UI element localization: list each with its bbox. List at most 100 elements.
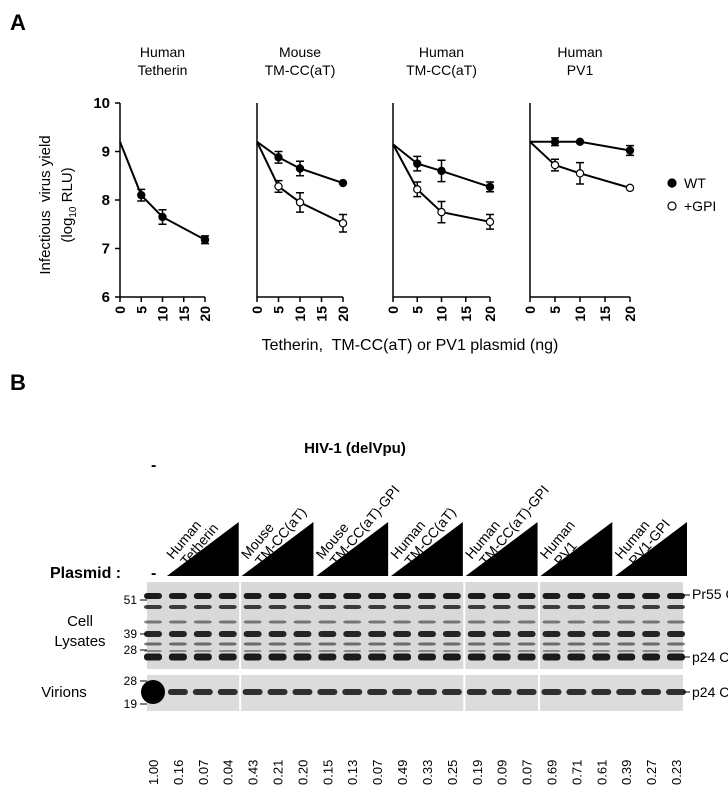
band <box>268 593 287 599</box>
band-label: p24 CA <box>692 684 728 700</box>
plasmid-label: Plasmid : <box>50 565 121 582</box>
marker <box>295 198 305 207</box>
band <box>343 631 362 637</box>
band <box>592 653 611 661</box>
band-label: Pr55 Gag <box>692 586 728 602</box>
band <box>318 605 337 609</box>
quantification: 0.49 <box>395 760 410 785</box>
band <box>144 631 162 637</box>
band <box>193 642 212 646</box>
quantification: 0.13 <box>345 760 360 785</box>
marker <box>625 146 635 155</box>
band <box>343 650 362 652</box>
x-tick-label: 15 <box>314 306 330 322</box>
band <box>542 605 561 609</box>
band <box>242 689 263 695</box>
band <box>617 593 636 599</box>
band <box>168 620 187 624</box>
marker <box>158 212 167 222</box>
chart-title: Mouse <box>279 44 321 60</box>
band <box>642 642 661 646</box>
band <box>617 631 636 637</box>
band <box>193 631 212 637</box>
band <box>492 620 511 624</box>
band <box>318 642 337 646</box>
legend-marker <box>667 201 677 211</box>
quantification: 0.69 <box>544 760 559 785</box>
mw-marker: 28 <box>124 643 138 657</box>
band <box>417 642 436 646</box>
quantification: 0.16 <box>171 760 186 785</box>
band <box>218 593 237 599</box>
band <box>542 593 561 599</box>
y-axis-label-sub: 10 <box>68 206 79 218</box>
quantification: 1.00 <box>146 760 161 785</box>
band <box>293 593 312 599</box>
band <box>318 650 337 652</box>
band <box>144 642 162 646</box>
legend-entry: WT <box>684 175 706 191</box>
x-tick-label: 10 <box>572 306 588 322</box>
band <box>218 620 237 624</box>
band <box>442 605 461 609</box>
lane-separator <box>239 582 242 711</box>
band <box>141 680 165 704</box>
marker <box>550 160 560 170</box>
quantification: 0.33 <box>420 760 435 785</box>
marker <box>413 159 422 168</box>
band <box>393 653 412 661</box>
y-axis-label: Infectious virus yield <box>37 135 54 274</box>
y-axis-label: (log10 RLU) <box>59 167 79 242</box>
band <box>293 642 312 646</box>
quantification: 0.07 <box>520 760 535 785</box>
marker <box>575 137 585 146</box>
band <box>144 653 162 661</box>
x-tick-label: 0 <box>522 306 538 314</box>
band <box>217 689 238 695</box>
band <box>218 605 237 609</box>
quantification: 0.04 <box>221 760 236 785</box>
band <box>592 642 611 646</box>
band <box>567 620 586 624</box>
band <box>168 642 187 646</box>
band <box>442 653 461 661</box>
band <box>318 593 337 599</box>
band <box>617 605 636 609</box>
band <box>642 620 661 624</box>
band <box>318 620 337 624</box>
band <box>393 605 412 609</box>
band <box>666 689 686 695</box>
band <box>368 653 387 661</box>
band <box>467 653 486 661</box>
band <box>168 650 187 652</box>
line <box>529 141 631 189</box>
band <box>193 605 212 609</box>
band <box>567 653 586 661</box>
dose-triangle <box>316 522 389 576</box>
band <box>492 593 511 599</box>
band <box>467 642 486 646</box>
band <box>243 620 262 624</box>
band <box>268 653 287 661</box>
marker <box>485 217 495 227</box>
band <box>441 689 462 695</box>
virion-label: Virions <box>41 684 87 701</box>
band <box>592 650 611 652</box>
band <box>193 650 212 652</box>
dose-triangle <box>166 522 239 576</box>
chart-title: PV1 <box>567 62 594 78</box>
band <box>442 631 461 637</box>
quantification: 0.09 <box>495 760 510 785</box>
quantification: 0.23 <box>669 760 684 785</box>
band <box>542 620 561 624</box>
band <box>268 631 287 637</box>
x-tick-label: 0 <box>249 306 265 314</box>
y-axis-label-part: RLU) <box>59 167 76 206</box>
band <box>368 593 387 599</box>
marker <box>137 190 146 200</box>
band <box>592 620 611 624</box>
band <box>144 650 162 652</box>
marker <box>437 207 446 217</box>
band <box>417 605 436 609</box>
